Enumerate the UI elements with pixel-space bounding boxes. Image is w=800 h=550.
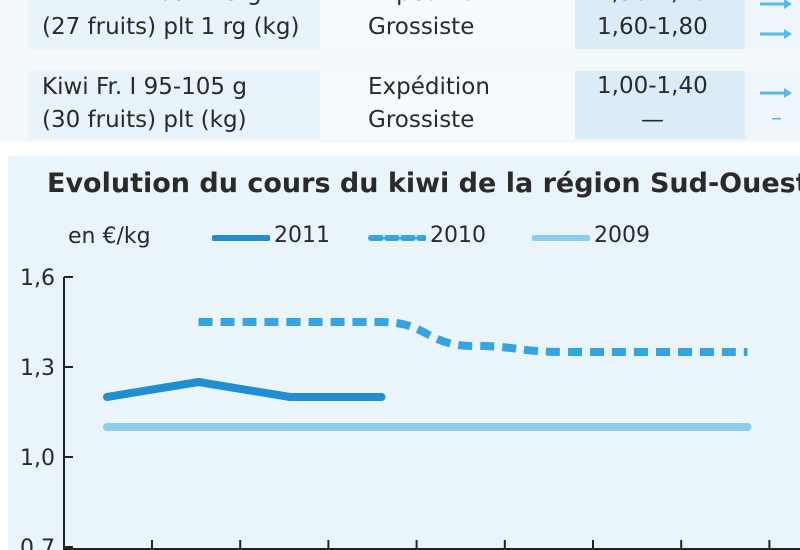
series-2010-line [198,317,748,357]
legend-swatch [212,235,270,241]
right-arrow-icon [760,29,792,39]
price-table: Kiwi Fr. I 105-115 g (27 fruits) plt 1 r… [0,0,800,142]
y-tick-label: 0,7 [20,536,55,550]
legend-label: 2010 [430,223,486,248]
table-row: Kiwi Fr. I 105-115 g (27 fruits) plt 1 r… [28,0,800,49]
stage-line-1: Expédition [368,0,490,8]
product-cell: Kiwi Fr. I 105-115 g (27 fruits) plt 1 r… [28,0,320,49]
right-arrow-icon [760,88,792,98]
price-line-1: 1,00-1,40 [597,73,708,99]
price-cell: 1,50-1,70 1,60-1,80 [575,0,745,49]
legend-label: 2009 [594,223,650,248]
price-line-2: 1,60-1,80 [597,14,708,40]
trend-cell: – [745,71,800,139]
stage-line-1: Expédition [368,74,490,100]
product-line-2: (30 fruits) plt (kg) [42,107,247,133]
price-cell: 1,00-1,40 — [575,71,745,139]
trend-cell [745,0,800,49]
right-arrow-icon [760,0,792,9]
product-cell: Kiwi Fr. I 95-105 g (30 fruits) plt (kg) [28,71,320,139]
table-row: Kiwi Fr. I 95-105 g (30 fruits) plt (kg)… [28,71,800,139]
trend-value: – [771,106,782,131]
legend-swatch [532,235,590,241]
y-tick-label: 1,3 [20,356,55,381]
chart-title: Evolution du cours du kiwi de la région … [47,168,800,199]
product-line-2: (27 fruits) plt 1 rg (kg) [42,14,300,40]
series-2011-line [103,378,386,401]
legend-label: 2011 [274,223,330,248]
stage-line-2: Grossiste [368,107,475,133]
product-line-1: Kiwi Fr. I 95-105 g [42,74,247,100]
stage-line-2: Grossiste [368,14,475,40]
y-axis-unit-label: en €/kg [68,224,151,249]
price-line-2: — [641,107,664,133]
y-tick-label: 1,6 [20,266,55,291]
y-tick-label: 1,0 [20,446,55,471]
stage-cell: Expédition Grossiste [320,0,575,49]
price-line-1: 1,50-1,70 [597,0,708,8]
product-line-1: Kiwi Fr. I 105-115 g [42,0,262,8]
stage-cell: Expédition Grossiste [320,71,575,139]
legend-swatch [368,235,426,241]
